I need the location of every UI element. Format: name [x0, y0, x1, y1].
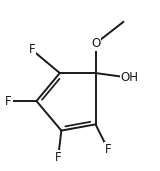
Text: O: O — [91, 37, 100, 50]
Text: F: F — [28, 43, 35, 56]
Text: F: F — [55, 150, 62, 163]
Text: F: F — [5, 95, 12, 108]
Text: F: F — [105, 143, 111, 156]
Text: OH: OH — [121, 71, 139, 84]
